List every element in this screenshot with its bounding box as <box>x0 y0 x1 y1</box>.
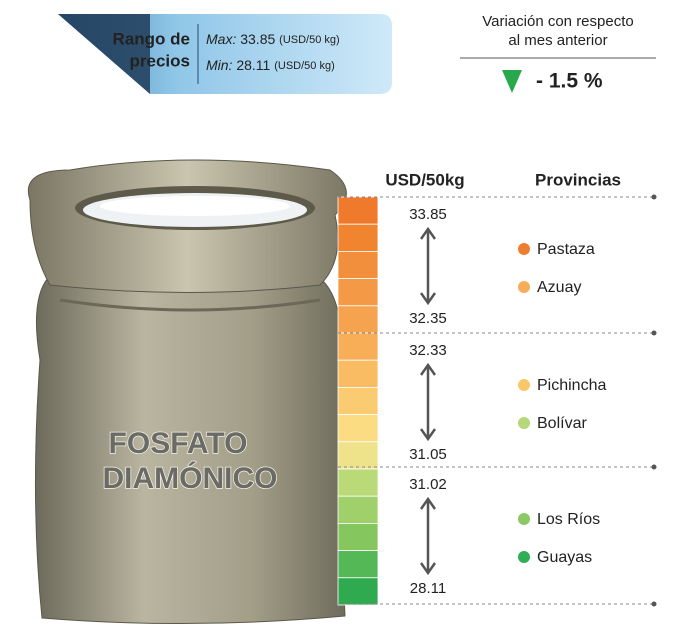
down-arrow <box>502 70 522 93</box>
product-name: FOSFATO <box>109 427 248 460</box>
province-name: Guayas <box>537 549 592 566</box>
max-label: Max: <box>206 31 236 47</box>
strip-cell <box>338 333 378 360</box>
separator-dot <box>652 602 657 607</box>
province-dot <box>518 513 530 525</box>
max-value: 33.85 <box>240 31 275 47</box>
variation-value: - 1.5 % <box>536 70 603 93</box>
price-high: 31.02 <box>409 476 447 493</box>
province-name: Los Ríos <box>537 511 600 528</box>
strip-cell <box>338 496 378 523</box>
strip-cell <box>338 415 378 442</box>
province-dot <box>518 243 530 255</box>
strip-cell <box>338 523 378 550</box>
province-header: Provincias <box>535 170 621 189</box>
price-low: 32.35 <box>409 310 447 327</box>
infographic: Rango de precios Max: 33.85 (USD/50 kg) … <box>0 0 678 627</box>
separator-dot <box>652 195 657 200</box>
price-low: 31.05 <box>409 446 447 463</box>
strip-cell <box>338 469 378 496</box>
strip-cell <box>338 306 378 333</box>
price-low: 28.11 <box>410 580 446 597</box>
strip-cell <box>338 251 378 278</box>
province-name: Pastaza <box>537 241 595 258</box>
province-dot <box>518 281 530 293</box>
strip-cell <box>338 360 378 387</box>
product-name: DIAMÓNICO <box>103 461 278 495</box>
separator-dot <box>652 465 657 470</box>
variation-title: al mes anterior <box>508 32 607 49</box>
min-value: 28.11 <box>236 57 270 73</box>
province-name: Azuay <box>537 279 581 296</box>
strip-cell <box>338 224 378 251</box>
strip-cell <box>338 279 378 306</box>
province-dot <box>518 417 530 429</box>
color-strip <box>338 197 378 605</box>
bag <box>28 160 346 624</box>
strip-cell <box>338 551 378 578</box>
min-unit: (USD/50 kg) <box>274 60 335 72</box>
price-high: 32.33 <box>409 342 447 359</box>
province-dot <box>518 551 530 563</box>
strip-cell <box>338 442 378 469</box>
province-name: Bolívar <box>537 415 587 432</box>
variation-title: Variación con respecto <box>482 13 633 30</box>
range-label: Rango de <box>113 29 190 48</box>
separator-dot <box>652 331 657 336</box>
range-label: precios <box>130 51 190 70</box>
max-unit: (USD/50 kg) <box>279 34 340 46</box>
price-header: USD/50kg <box>385 170 464 189</box>
strip-cell <box>338 197 378 224</box>
min-label: Min: <box>206 57 233 73</box>
price-high: 33.85 <box>409 206 447 223</box>
province-name: Pichincha <box>537 377 606 394</box>
min-line: Min: 28.11 (USD/50 kg) <box>206 57 335 73</box>
max-line: Max: 33.85 (USD/50 kg) <box>206 31 340 47</box>
province-dot <box>518 379 530 391</box>
strip-cell <box>338 387 378 414</box>
strip-cell <box>338 578 378 605</box>
